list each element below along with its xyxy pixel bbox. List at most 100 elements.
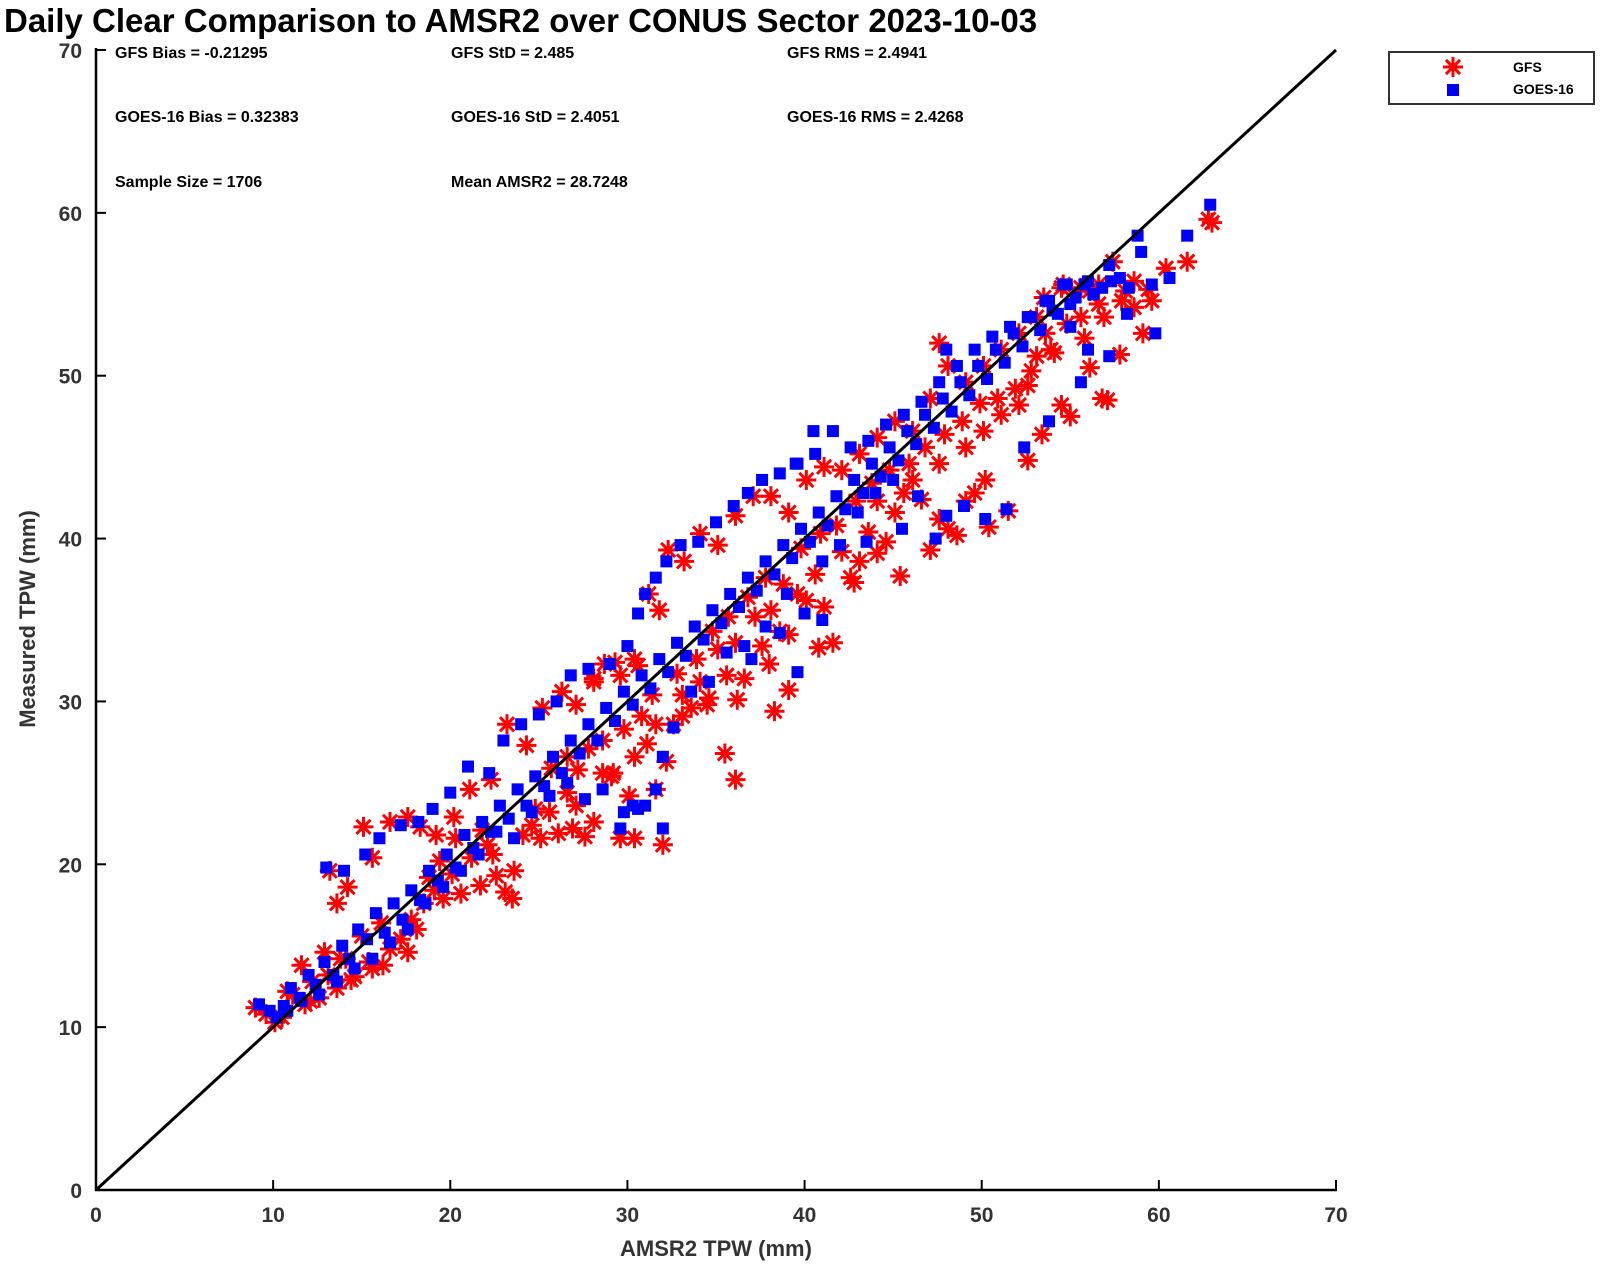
goes16-point	[617, 806, 630, 819]
stat-gfs-rms: GFS RMS = 2.4941	[787, 45, 927, 62]
x-tick-label: 50	[970, 1204, 993, 1227]
goes16-point	[603, 657, 616, 670]
goes16-point	[394, 819, 407, 832]
gfs-point	[567, 759, 588, 780]
goes16-point	[954, 376, 967, 389]
gfs-point	[645, 714, 666, 735]
goes16-point	[1103, 350, 1116, 363]
goes16-point	[892, 454, 905, 467]
gfs-point	[636, 733, 657, 754]
x-tick-label: 70	[1324, 1204, 1347, 1227]
goes16-point	[798, 607, 811, 620]
goes16-point	[493, 799, 506, 812]
goes16-point	[887, 473, 900, 486]
goes16-point	[1064, 320, 1077, 333]
goes16-point	[609, 714, 622, 727]
goes16-point	[860, 535, 873, 548]
goes16-point	[848, 473, 861, 486]
goes16-point	[582, 718, 595, 731]
goes16-point	[401, 923, 414, 936]
x-axis-ticks: 0 10 20 30 40 50 60 70	[90, 1180, 1348, 1227]
goes16-point	[1000, 503, 1013, 516]
goes16-point	[502, 812, 515, 825]
gfs-point	[486, 865, 507, 886]
gfs-point	[1051, 395, 1072, 416]
gfs-point	[504, 860, 525, 881]
gfs-point	[844, 572, 865, 593]
stat-goes-rms: GOES-16 RMS = 2.4268	[787, 109, 964, 126]
x-tick-label: 10	[261, 1204, 284, 1227]
gfs-point	[849, 551, 870, 572]
goes16-point	[865, 457, 878, 470]
goes16-point	[671, 636, 684, 649]
goes16-point	[483, 767, 496, 780]
gfs-point	[759, 653, 780, 674]
goes16-point	[897, 408, 910, 421]
goes16-point	[600, 701, 613, 714]
goes16-point	[989, 343, 1002, 356]
goes16-point	[639, 587, 652, 600]
goes16-point	[940, 343, 953, 356]
goes16-point	[720, 646, 733, 659]
goes16-point	[759, 620, 772, 633]
goes16-point	[378, 926, 391, 939]
gfs-point	[734, 668, 755, 689]
y-tick-label: 0	[70, 1180, 82, 1203]
goes16-point	[685, 685, 698, 698]
gfs-point	[1202, 212, 1222, 233]
goes16-point	[851, 506, 864, 519]
goes16-point	[462, 760, 474, 773]
goes16-point	[511, 783, 524, 796]
gfs-point	[631, 706, 652, 727]
goes16-point	[773, 467, 786, 480]
goes16-point	[437, 881, 450, 894]
goes16-point	[821, 519, 834, 532]
gfs-point	[707, 535, 728, 556]
goes16-point	[789, 457, 802, 470]
goes16-point	[387, 897, 400, 910]
gfs-point	[796, 590, 817, 611]
goes16-point	[626, 698, 639, 711]
goes16-point	[706, 604, 719, 617]
goes16-point	[284, 982, 297, 995]
gfs-point	[893, 482, 914, 503]
legend: GFS GOES-16	[1388, 51, 1595, 105]
goes16-point	[1043, 415, 1056, 428]
goes16-point	[662, 666, 675, 679]
gfs-point	[583, 811, 604, 832]
gfs-point	[1040, 339, 1061, 360]
goes16-point	[525, 806, 538, 819]
goes16-point	[281, 1004, 294, 1017]
goes16-point	[915, 395, 928, 408]
goes16-point	[596, 783, 609, 796]
gfs-point	[890, 566, 911, 587]
goes16-point	[440, 848, 453, 861]
goes16-point	[508, 832, 521, 845]
goes16-point	[564, 734, 577, 747]
gfs-point	[603, 763, 624, 784]
gfs-point	[516, 735, 537, 756]
gfs-point	[876, 531, 897, 552]
goes16-point	[444, 786, 457, 799]
gfs-point	[714, 743, 735, 764]
gfs-point	[808, 637, 829, 658]
stat-mean-amsr2: Mean AMSR2 = 28.7248	[451, 174, 628, 191]
goes16-point	[617, 685, 630, 698]
goes16-point	[472, 848, 485, 861]
legend-gfs-marker	[1443, 57, 1463, 77]
goes16-point	[573, 747, 586, 760]
goes16-point	[998, 356, 1011, 369]
goes16-point	[702, 675, 715, 688]
gfs-point	[952, 411, 973, 432]
legend-gfs-label: GFS	[1513, 59, 1542, 75]
gfs-point	[674, 551, 695, 572]
y-tick-label: 50	[59, 366, 82, 389]
goes16-point	[320, 861, 333, 874]
goes16-point	[768, 568, 781, 581]
goes16-point	[807, 425, 820, 438]
goes16-point	[880, 418, 893, 431]
gfs-point	[884, 502, 905, 523]
goes16-point	[419, 897, 432, 910]
goes16-point	[910, 438, 923, 451]
